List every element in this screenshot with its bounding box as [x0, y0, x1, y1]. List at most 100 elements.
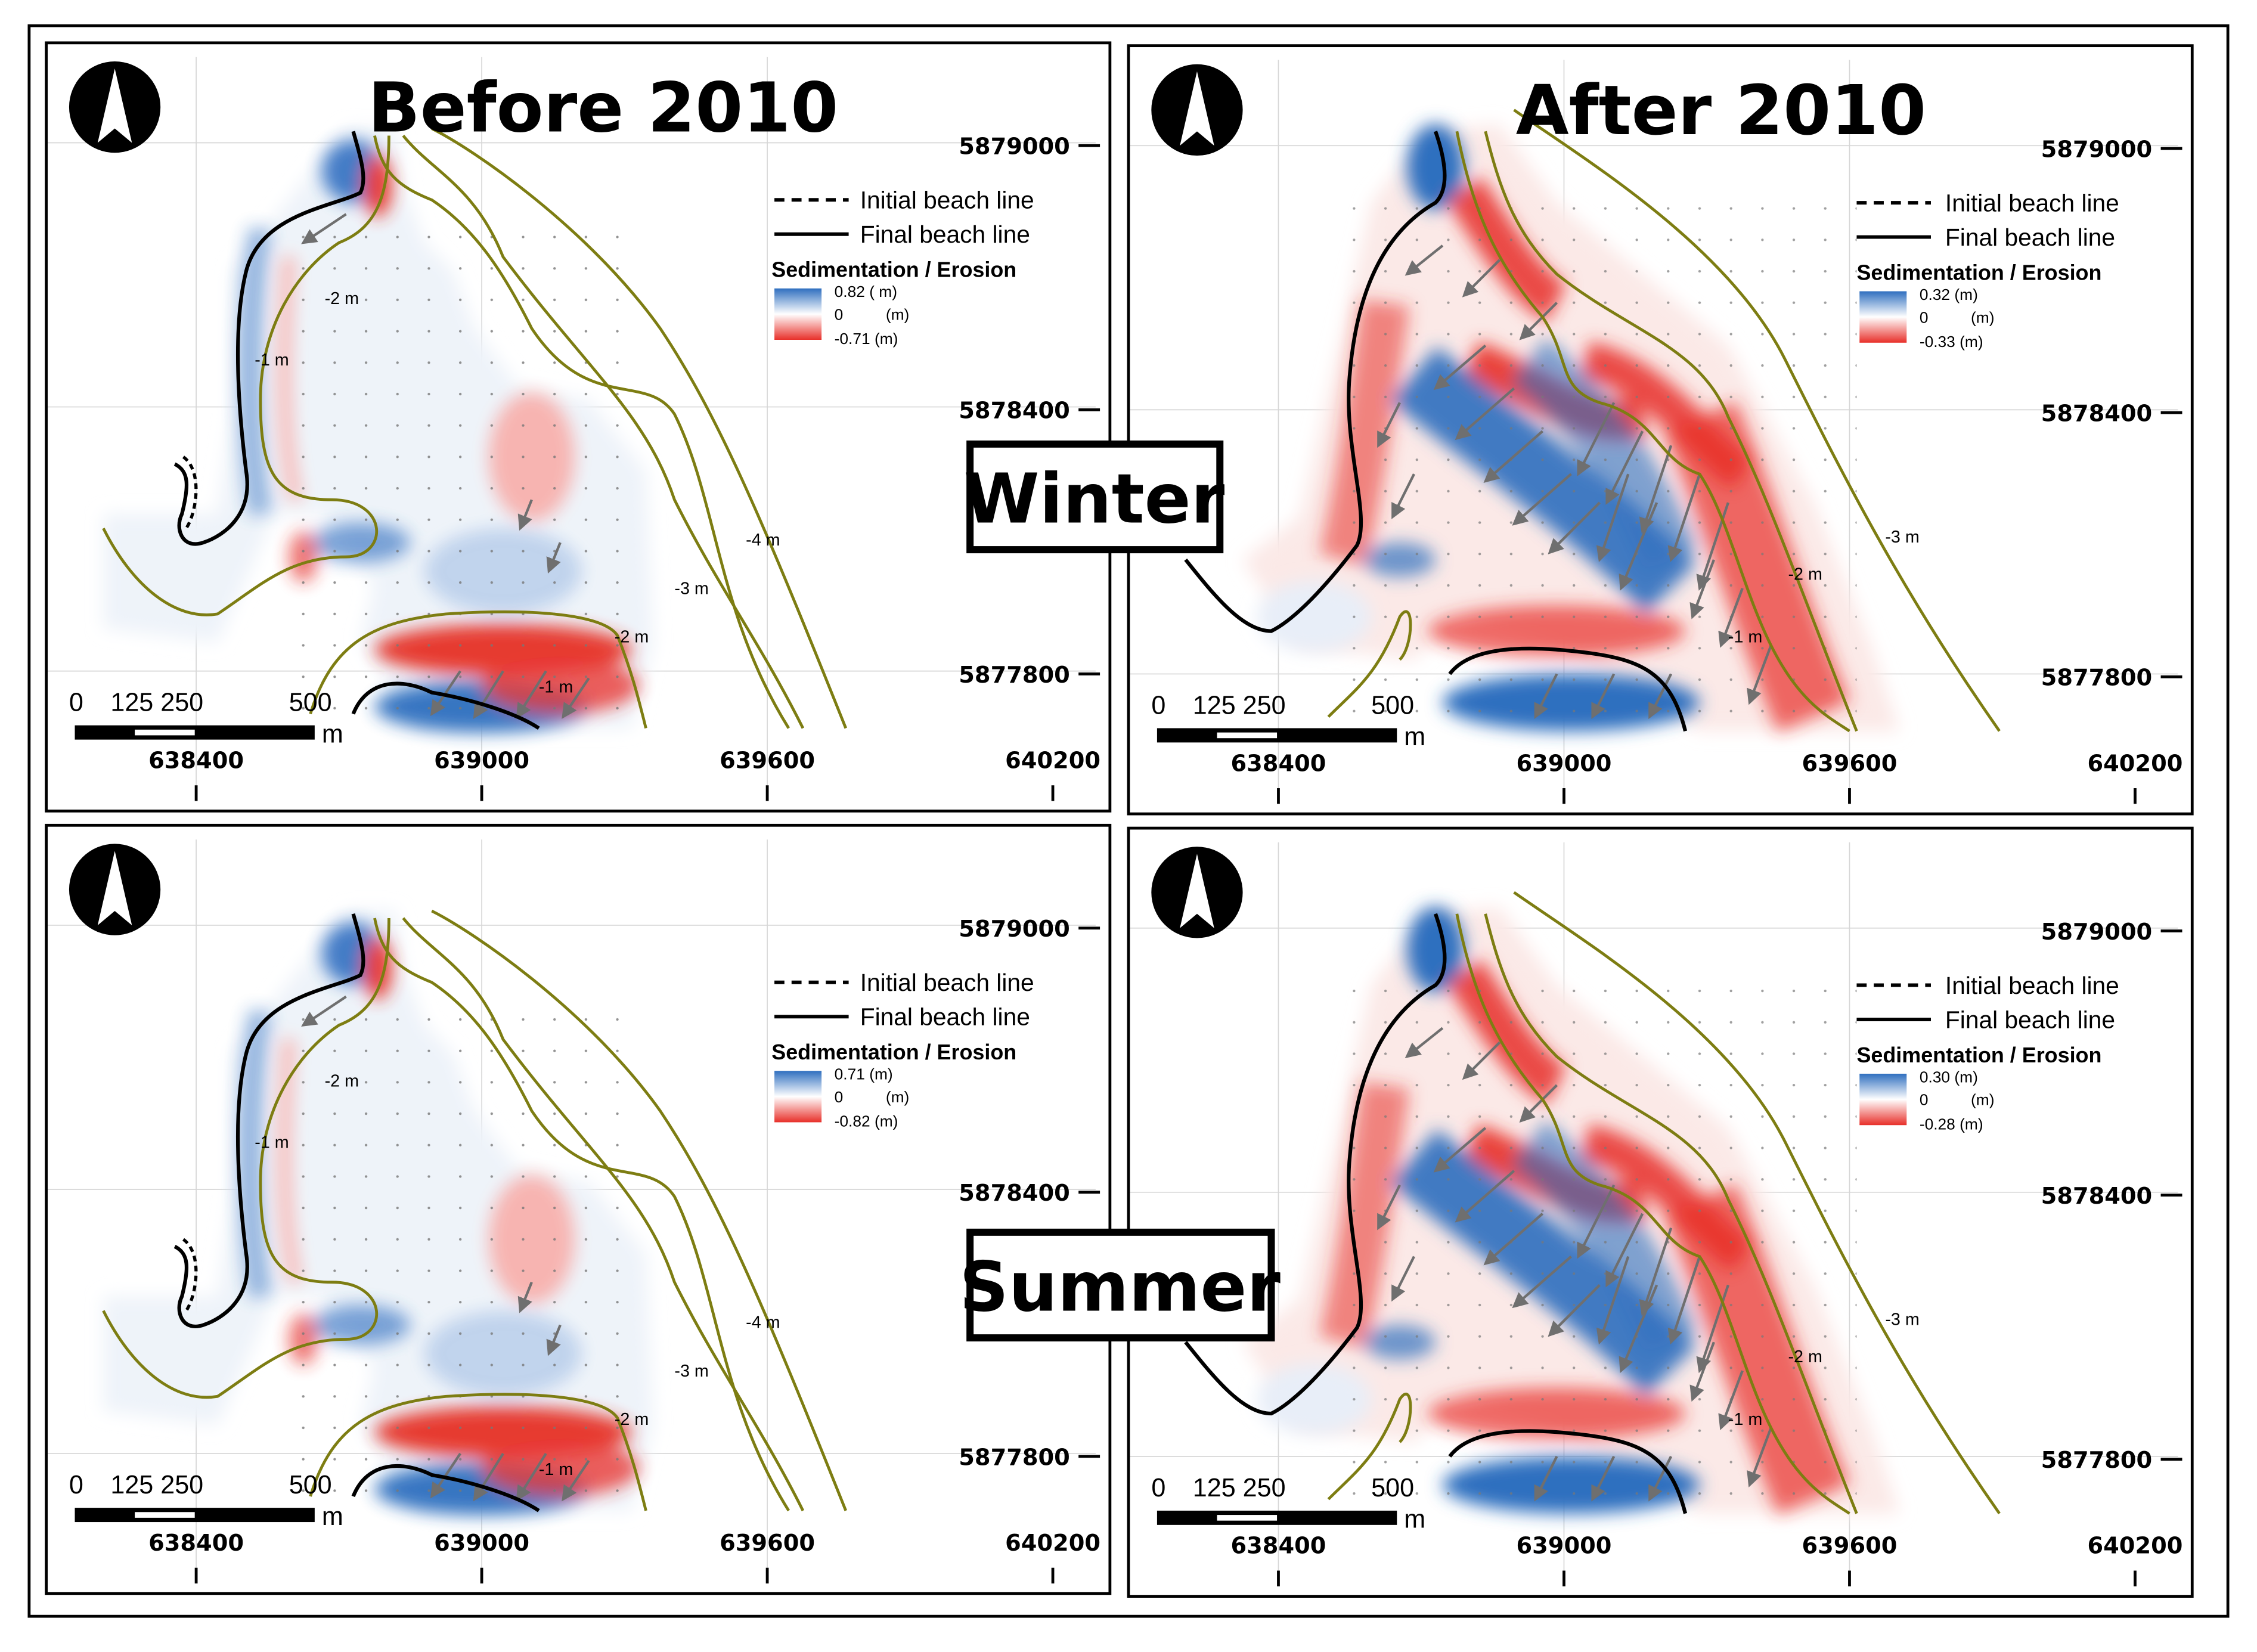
season-winter-text: Winter: [964, 460, 1225, 540]
colorbar-max: 0.32 (m): [1920, 286, 1978, 303]
colorbar-max: 0.71 (m): [835, 1065, 893, 1083]
scale-bar-label: 125 250: [110, 1471, 203, 1499]
colorbar: [774, 288, 822, 340]
x-tick-label: 639000: [434, 1530, 529, 1557]
contour-label: -2 m: [1788, 565, 1822, 584]
x-axis: 638400 639000 639600 640200: [1231, 1533, 2183, 1586]
x-axis: 638400 639000 639600 640200: [148, 748, 1100, 801]
x-tick-label: 638400: [148, 748, 244, 774]
y-tick-label: 5877800: [2041, 665, 2153, 692]
contour-label: -1 m: [539, 1460, 573, 1479]
colorbar-unit: (m): [1971, 1091, 1994, 1109]
x-tick-label: 639600: [720, 1530, 815, 1557]
y-tick-label: 5878400: [959, 1180, 1070, 1207]
panel-before-winter: Before 2010 Initial beach line Final bea…: [46, 43, 1110, 811]
y-axis: 5879000 5878400 5877800: [2041, 136, 2182, 692]
contour-label: -1 m: [255, 1133, 289, 1152]
contour-label: -2 m: [325, 289, 359, 308]
colorbar-zero: 0: [835, 305, 844, 323]
y-tick-label: 5877800: [959, 1444, 1070, 1471]
x-tick-label: 639600: [1802, 1533, 1898, 1560]
colorbar-title: Sedimentation / Erosion: [1856, 1043, 2101, 1067]
colorbar-zero: 0: [1920, 1091, 1929, 1109]
colorbar-title: Sedimentation / Erosion: [1856, 260, 2101, 284]
panel-after-winter: After 2010 Initial beach line Final beac…: [1128, 46, 2192, 814]
scale-bar: 0 125 250 500 m: [1151, 1474, 1425, 1534]
x-tick-label: 638400: [148, 1530, 244, 1557]
y-axis: 5879000 5878400 5877800: [2041, 919, 2182, 1474]
colorbar-max: 0.30 (m): [1920, 1068, 1978, 1086]
colorbar-title: Sedimentation / Erosion: [771, 1040, 1016, 1064]
season-label-summer: Summer: [959, 1228, 1281, 1342]
scale-bar-label: 500: [1371, 691, 1414, 720]
scale-bar-label: 500: [1371, 1474, 1414, 1502]
y-tick-label: 5879000: [2041, 919, 2153, 946]
legend-initial: Initial beach line: [1945, 972, 2119, 999]
scale-bar-unit: m: [322, 1502, 343, 1531]
scale-bar-label: 500: [289, 689, 332, 717]
scale-bar-label: 125 250: [110, 689, 203, 717]
season-summer-text: Summer: [959, 1248, 1281, 1328]
contour-label: -3 m: [674, 1362, 708, 1381]
colorbar-zero: 0: [835, 1088, 844, 1106]
legend-initial: Initial beach line: [1945, 189, 2119, 216]
y-axis: 5879000 5878400 5877800: [959, 134, 1100, 689]
contour-labels: -3 m -2 m -1 m: [1728, 528, 1920, 647]
y-tick-label: 5879000: [2041, 136, 2153, 163]
scale-bar-unit: m: [322, 720, 343, 748]
x-tick-label: 640200: [1005, 748, 1100, 774]
scale-bar-label: 500: [289, 1471, 332, 1499]
x-tick-label: 639000: [1517, 750, 1612, 777]
scale-bar-label: 0: [69, 689, 83, 717]
contour-label: -2 m: [615, 628, 649, 647]
x-tick-label: 639000: [434, 748, 529, 774]
legend: Initial beach line Final beach line Sedi…: [771, 969, 1034, 1130]
x-tick-label: 638400: [1231, 1533, 1326, 1560]
panel-before-summer: Initial beach line Final beach line Sedi…: [46, 825, 1110, 1594]
legend-final: Final beach line: [1945, 1006, 2115, 1033]
season-label-winter: Winter: [964, 440, 1225, 554]
legend: Initial beach line Final beach line Sedi…: [1856, 189, 2119, 351]
contour-label: -3 m: [674, 579, 708, 598]
x-tick-label: 639600: [1802, 750, 1898, 777]
contour-label: -1 m: [255, 351, 289, 370]
legend: Initial beach line Final beach line Sedi…: [771, 187, 1034, 348]
colorbar-unit: (m): [1971, 308, 1994, 326]
scale-bar-label: 0: [69, 1471, 83, 1499]
colorbar-zero: 0: [1920, 308, 1929, 326]
contour-label: -2 m: [1788, 1347, 1822, 1366]
legend-initial: Initial beach line: [860, 969, 1034, 996]
scale-bar-unit: m: [1404, 1505, 1425, 1534]
scale-bar-label: 0: [1151, 691, 1165, 720]
contour-label: -4 m: [746, 1313, 780, 1332]
contour-labels: -2 m -1 m -4 m -3 m -2 m -1 m: [255, 289, 780, 696]
colorbar-max: 0.82 ( m): [835, 283, 897, 300]
scale-bar-unit: m: [1404, 723, 1425, 751]
legend-final: Final beach line: [860, 1003, 1030, 1031]
scale-bar-label: 125 250: [1193, 691, 1286, 720]
scale-bar-label: 0: [1151, 1474, 1165, 1502]
y-tick-label: 5877800: [959, 662, 1070, 689]
scale-bar-label: 125 250: [1193, 1474, 1286, 1502]
x-tick-label: 640200: [1005, 1530, 1100, 1557]
header-before: Before 2010: [368, 68, 838, 148]
colorbar-min: -0.33 (m): [1920, 333, 1983, 351]
x-axis: 638400 639000 639600 640200: [1231, 750, 2183, 804]
x-axis: 638400 639000 639600 640200: [148, 1530, 1100, 1584]
legend-final: Final beach line: [860, 221, 1030, 248]
contour-label: -1 m: [1728, 628, 1762, 647]
scale-bar: 0 125 250 500 m: [69, 1471, 343, 1531]
x-tick-label: 640200: [2088, 750, 2183, 777]
y-axis: 5879000 5878400 5877800: [959, 916, 1100, 1471]
contour-label: -1 m: [539, 678, 573, 697]
panel-after-summer: Initial beach line Final beach line Sedi…: [1128, 828, 2192, 1597]
colorbar-unit: (m): [886, 1088, 909, 1106]
legend-initial: Initial beach line: [860, 187, 1034, 214]
contour-label: -4 m: [746, 531, 780, 550]
contour-label: -1 m: [1728, 1410, 1762, 1429]
colorbar: [1859, 291, 1907, 343]
y-tick-label: 5878400: [2041, 1183, 2153, 1210]
x-tick-label: 638400: [1231, 750, 1326, 777]
x-tick-label: 640200: [2088, 1533, 2183, 1560]
scale-bar: 0 125 250 500 m: [69, 689, 343, 749]
